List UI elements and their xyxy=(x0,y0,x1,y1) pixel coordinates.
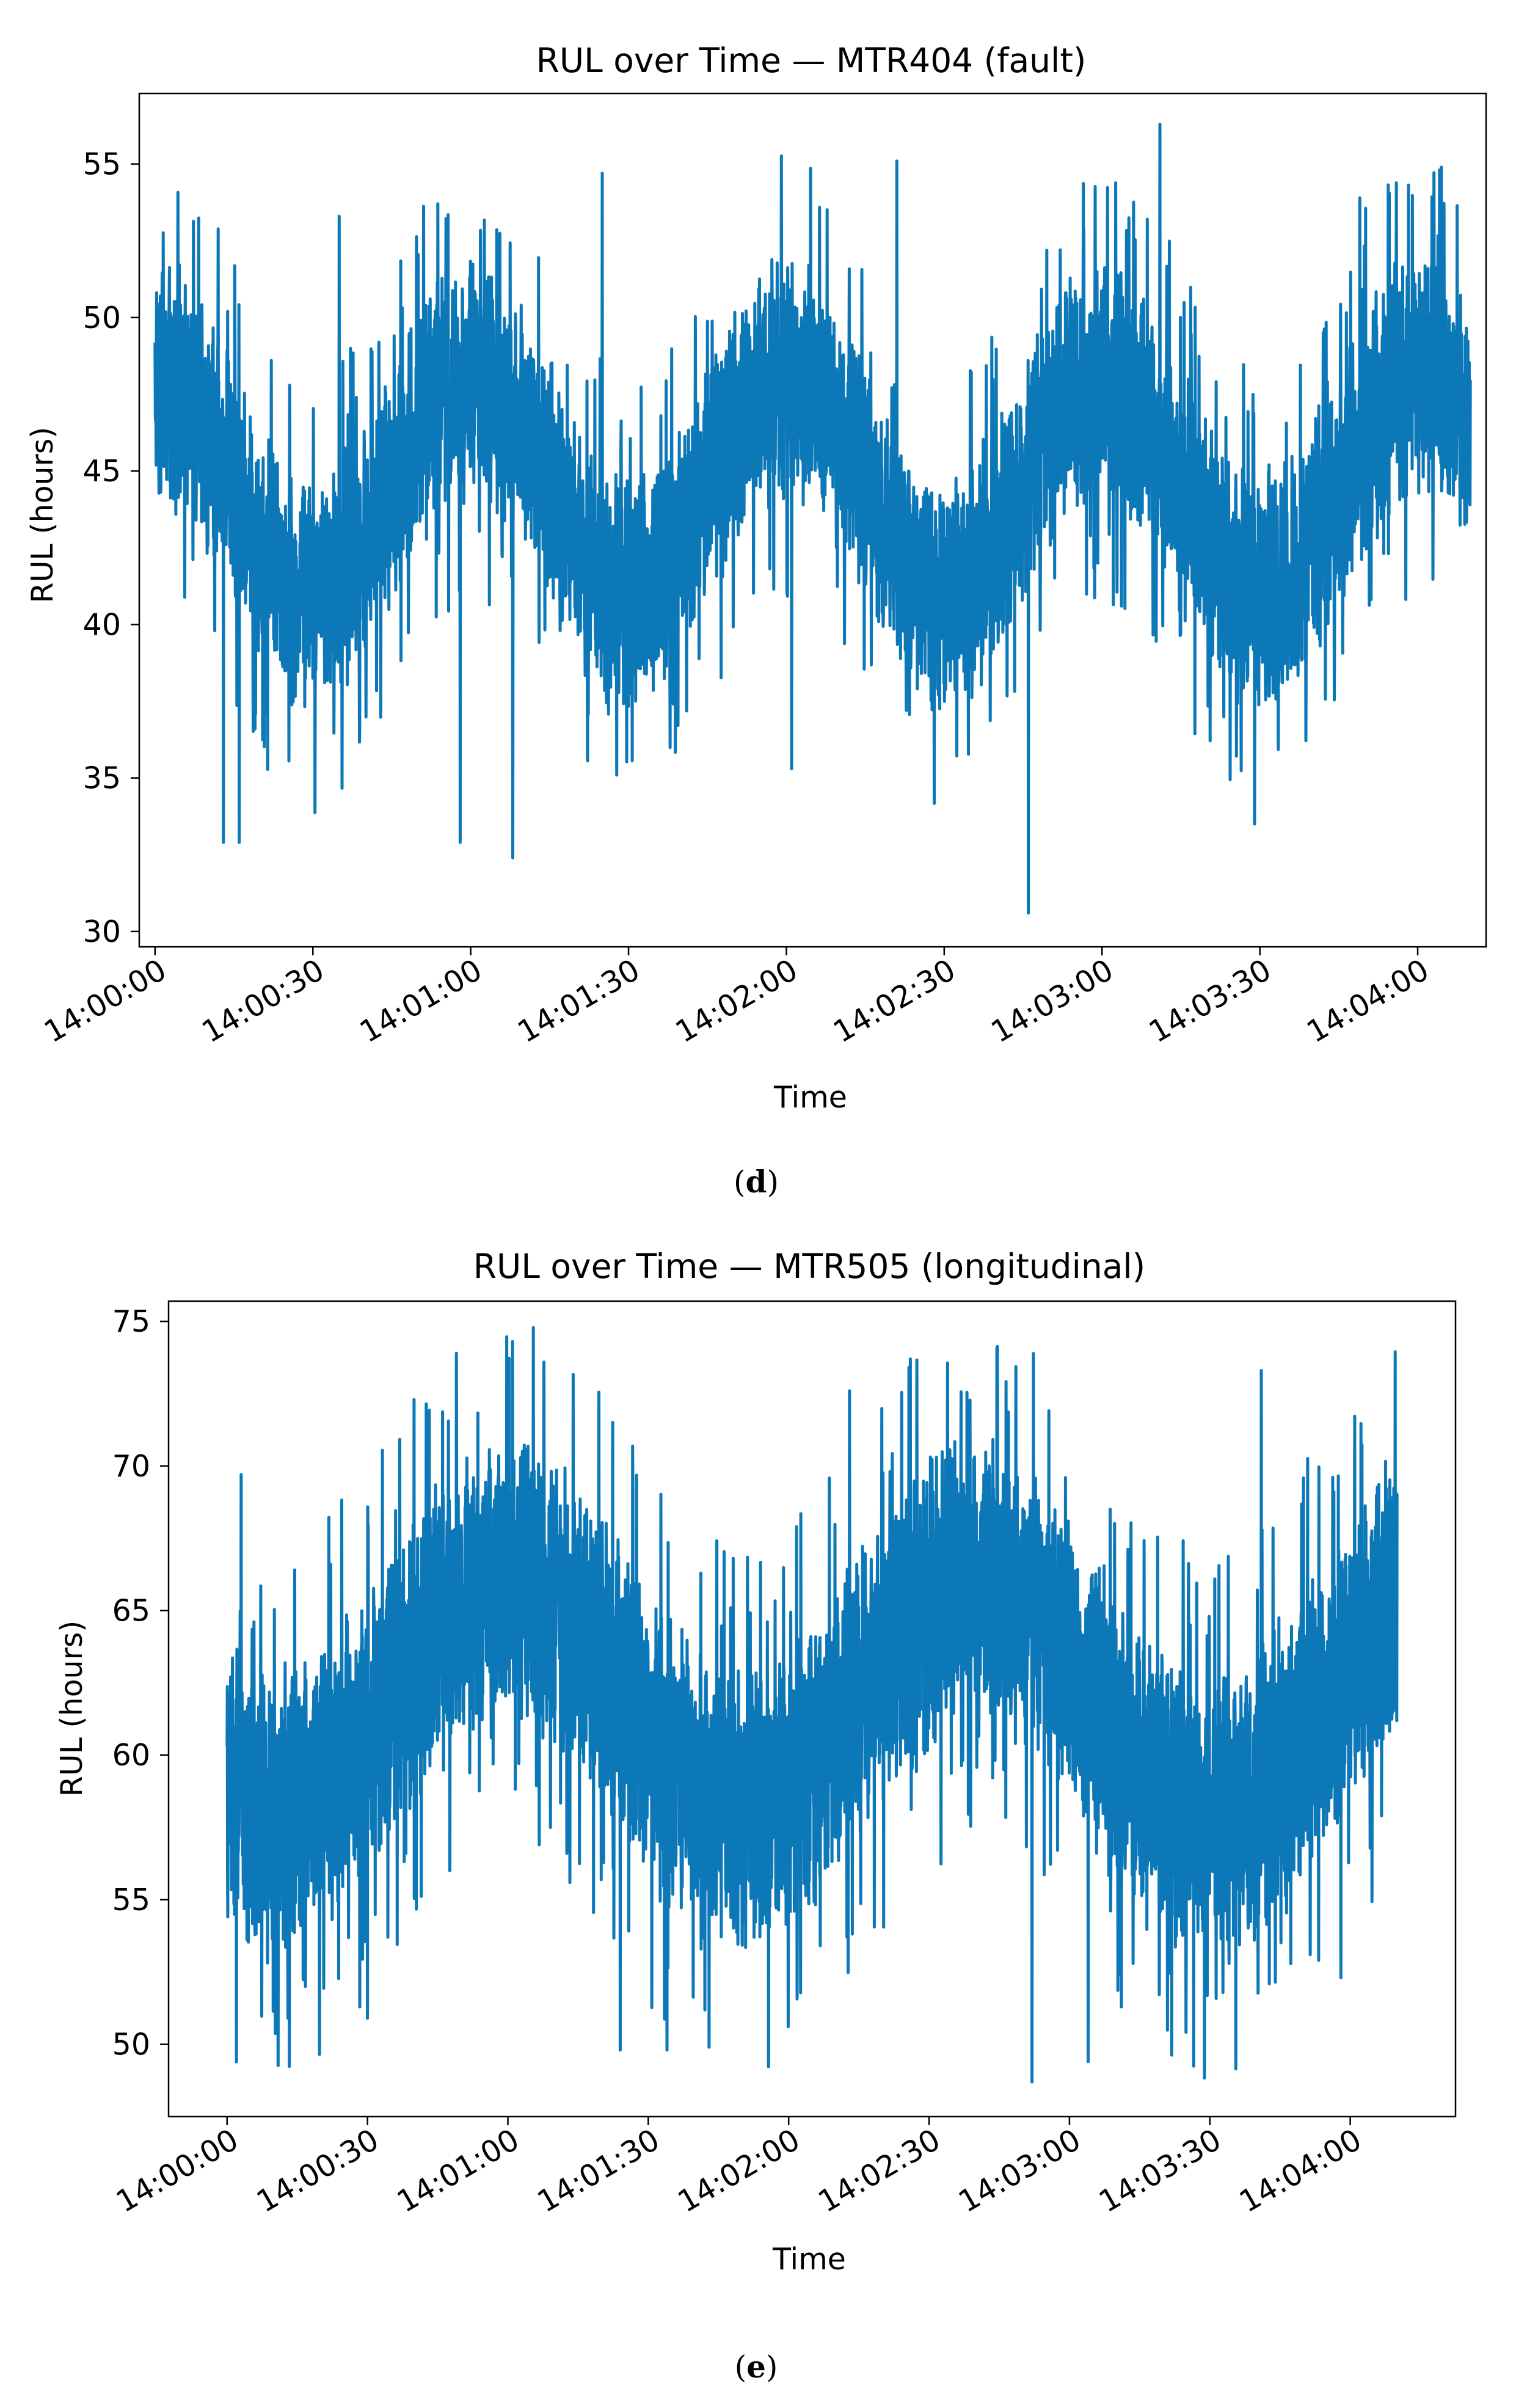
subfigure-label-d: (d) xyxy=(734,1164,779,1200)
y-ticks: 30 35 40 45 50 55 xyxy=(83,147,139,949)
y-tick-label: 50 xyxy=(112,2027,150,2062)
x-tick-label: 14:01:30 xyxy=(512,952,646,1049)
y-axis-label: RUL (hours) xyxy=(54,1621,89,1797)
chart-title: RUL over Time — MTR505 (longitudinal) xyxy=(473,1247,1145,1286)
x-tick-label: 14:02:00 xyxy=(669,952,803,1049)
x-axis-label: Time xyxy=(773,1080,847,1115)
x-axis-label: Time xyxy=(772,2242,846,2277)
subfigure-letter: e xyxy=(746,2349,766,2385)
y-tick-label: 55 xyxy=(112,1883,150,1917)
x-tick-label: 14:04:00 xyxy=(1234,2122,1368,2219)
y-tick-label: 30 xyxy=(83,914,121,949)
y-axis-label: RUL (hours) xyxy=(25,427,60,604)
x-tick-label: 14:02:30 xyxy=(828,952,961,1049)
x-tick-label: 14:04:00 xyxy=(1301,952,1435,1049)
x-ticks: 14:00:00 14:00:30 14:01:00 14:01:30 14:02:00… xyxy=(38,947,1435,1049)
plot-frame xyxy=(167,1300,1457,2118)
y-ticks: 50 55 60 65 70 75 xyxy=(112,1304,169,2062)
y-tick-label: 75 xyxy=(112,1304,150,1339)
y-tick-label: 55 xyxy=(83,147,121,182)
series-group xyxy=(225,1326,1399,2084)
y-tick-label: 35 xyxy=(83,761,121,796)
x-tick-label: 14:03:00 xyxy=(985,952,1119,1049)
plot-frame xyxy=(138,92,1487,948)
chart-title: RUL over Time — MTR404 (fault) xyxy=(536,41,1087,80)
x-tick-label: 14:01:30 xyxy=(531,2122,665,2219)
y-tick-label: 50 xyxy=(83,301,121,335)
y-tick-label: 45 xyxy=(83,454,121,489)
rul-series-line xyxy=(225,1326,1399,2084)
subfigure-label-e: (e) xyxy=(734,2349,778,2385)
x-tick-label: 14:01:00 xyxy=(391,2122,525,2219)
chart-mtr505: RUL over Time — MTR505 (longitudinal) 50… xyxy=(54,1247,1457,2277)
y-tick-label: 40 xyxy=(83,607,121,642)
series-group xyxy=(153,122,1472,915)
y-tick-label: 65 xyxy=(112,1594,150,1629)
chart-mtr404: RUL over Time — MTR404 (fault) 30 35 40 45 5… xyxy=(25,41,1487,1115)
x-tick-label: 14:01:00 xyxy=(354,952,488,1049)
x-tick-label: 14:03:30 xyxy=(1143,952,1277,1049)
x-tick-label: 14:00:30 xyxy=(251,2122,385,2219)
x-tick-label: 14:03:30 xyxy=(1093,2122,1227,2219)
x-tick-label: 14:00:00 xyxy=(38,952,172,1049)
x-tick-label: 14:00:30 xyxy=(196,952,330,1049)
y-tick-label: 60 xyxy=(112,1738,150,1773)
subfigure-letter: d xyxy=(745,1164,767,1200)
x-tick-label: 14:03:00 xyxy=(953,2122,1087,2219)
x-tick-label: 14:00:00 xyxy=(111,2122,244,2219)
y-tick-label: 70 xyxy=(112,1449,150,1484)
x-tick-label: 14:02:00 xyxy=(672,2122,806,2219)
x-tick-label: 14:02:30 xyxy=(812,2122,946,2219)
rul-series-line xyxy=(153,122,1472,915)
x-ticks: 14:00:00 14:00:30 14:01:00 14:01:30 14:02:00… xyxy=(111,2117,1368,2219)
